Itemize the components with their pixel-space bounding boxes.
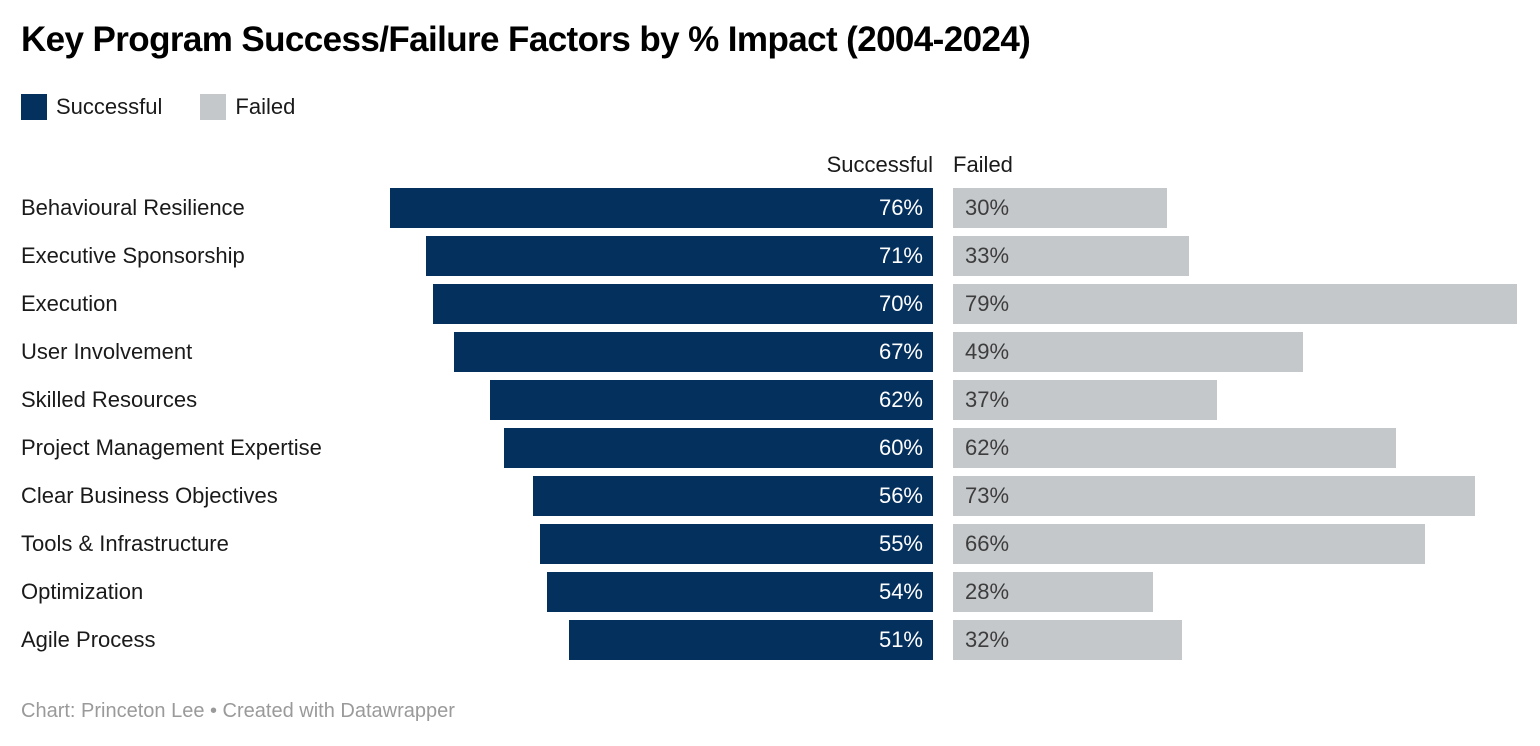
footer-attribution: Chart: Princeton Lee • Created with Data…	[21, 700, 455, 722]
successful-value: 67%	[878, 339, 923, 364]
bar-row: User Involvement 67% 49%	[0, 332, 1540, 372]
bar-row: Project Management Expertise 60% 62%	[0, 428, 1540, 468]
successful-bar: 51%	[569, 620, 933, 660]
chart-title: Key Program Success/Failure Factors by %…	[21, 20, 1031, 59]
category-label: Skilled Resources	[21, 387, 198, 412]
failed-value: 62%	[965, 435, 1010, 460]
category-label: Execution	[21, 291, 118, 316]
failed-bar: 37%	[953, 380, 1217, 420]
legend: Successful Failed	[21, 94, 295, 120]
failed-value: 32%	[965, 627, 1010, 652]
category-label: Executive Sponsorship	[21, 243, 245, 268]
failed-bar: 73%	[953, 476, 1475, 516]
successful-bar: 60%	[504, 428, 933, 468]
failed-bar: 33%	[953, 236, 1189, 276]
failed-bar: 49%	[953, 332, 1303, 372]
bar-row: Optimization 54% 28%	[0, 572, 1540, 612]
failed-value: 49%	[965, 339, 1010, 364]
failed-bar: 79%	[953, 284, 1517, 324]
failed-bar: 30%	[953, 188, 1167, 228]
bar-row: Behavioural Resilience 76% 30%	[0, 188, 1540, 228]
bar-row: Agile Process 51% 32%	[0, 620, 1540, 660]
legend-label: Successful	[56, 94, 163, 119]
successful-bar: 54%	[547, 572, 933, 612]
failed-value: 73%	[965, 483, 1010, 508]
category-label: Tools & Infrastructure	[21, 531, 229, 556]
category-label: Behavioural Resilience	[21, 195, 245, 220]
successful-value: 55%	[878, 531, 923, 556]
successful-value: 56%	[878, 483, 923, 508]
category-label: Project Management Expertise	[21, 435, 322, 460]
category-label: Agile Process	[21, 627, 156, 652]
failed-value: 28%	[965, 579, 1010, 604]
failed-value: 79%	[965, 291, 1010, 316]
successful-value: 62%	[878, 387, 923, 412]
successful-value: 70%	[878, 291, 923, 316]
failed-bar: 62%	[953, 428, 1396, 468]
column-headers: Successful Failed	[0, 150, 1540, 180]
failed-bar: 28%	[953, 572, 1153, 612]
failed-bar: 32%	[953, 620, 1182, 660]
successful-bar: 76%	[390, 188, 933, 228]
successful-value: 54%	[878, 579, 923, 604]
failed-value: 30%	[965, 195, 1010, 220]
bar-row: Execution 70% 79%	[0, 284, 1540, 324]
failed-value: 37%	[965, 387, 1010, 412]
bar-row: Tools & Infrastructure 55% 66%	[0, 524, 1540, 564]
failed-value: 66%	[965, 531, 1010, 556]
bar-row: Skilled Resources 62% 37%	[0, 380, 1540, 420]
successful-bar: 62%	[490, 380, 933, 420]
successful-value: 60%	[878, 435, 923, 460]
bar-row: Executive Sponsorship 71% 33%	[0, 236, 1540, 276]
category-label: User Involvement	[21, 339, 193, 364]
legend-item-failed: Failed	[200, 94, 295, 120]
category-label: Optimization	[21, 579, 144, 604]
successful-bar: 71%	[426, 236, 933, 276]
failed-bar: 66%	[953, 524, 1425, 564]
failed-value: 33%	[965, 243, 1010, 268]
successful-bar: 55%	[540, 524, 933, 564]
successful-value: 71%	[878, 243, 923, 268]
column-header-failed: Failed	[953, 152, 1013, 177]
legend-label: Failed	[235, 94, 296, 119]
legend-swatch-icon	[200, 94, 227, 120]
legend-swatch-icon	[21, 94, 47, 120]
successful-bar: 67%	[454, 332, 933, 372]
successful-value: 51%	[878, 627, 923, 652]
successful-bar: 56%	[533, 476, 933, 516]
column-header-successful: Successful	[826, 152, 933, 177]
successful-bar: 70%	[433, 284, 933, 324]
category-label: Clear Business Objectives	[21, 483, 278, 508]
successful-value: 76%	[878, 195, 923, 220]
legend-item-successful: Successful	[21, 94, 162, 120]
bar-row: Clear Business Objectives 56% 73%	[0, 476, 1540, 516]
